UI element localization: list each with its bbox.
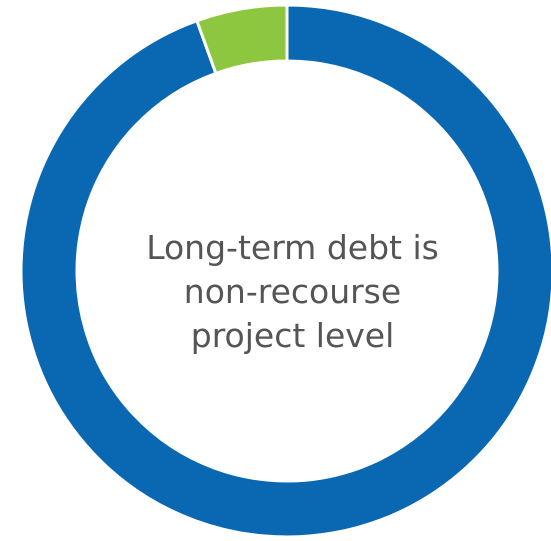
donut-slices xyxy=(19,3,551,539)
donut-slice-2 xyxy=(195,3,289,75)
center-label: Long-term debt is non-recourse project l… xyxy=(110,226,475,358)
donut-slice-1 xyxy=(19,3,551,539)
center-label-line-2: non-recourse xyxy=(183,272,402,311)
center-label-line-3: project level xyxy=(190,316,395,355)
center-label-line-1: Long-term debt is xyxy=(146,228,439,267)
